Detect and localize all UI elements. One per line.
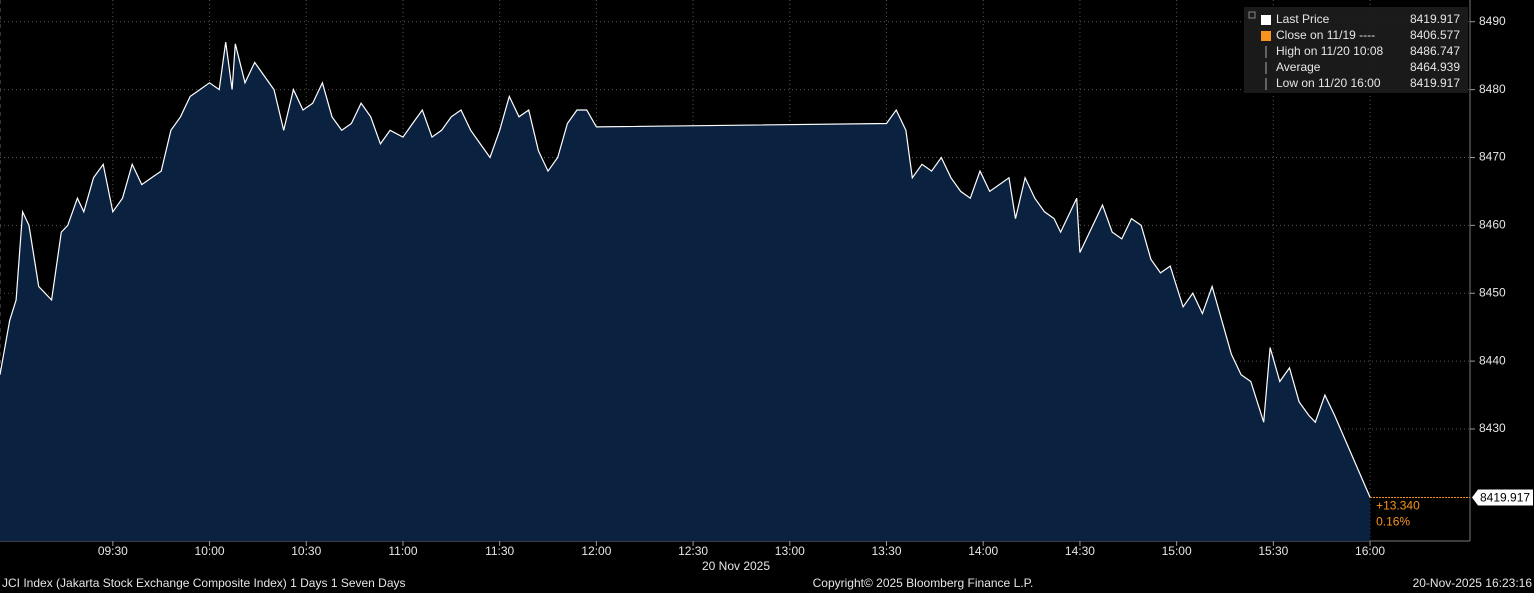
legend-swatch [1261,31,1271,41]
change-pct-label: 0.16% [1376,515,1410,529]
date-label: 20 Nov 2025 [702,559,770,573]
y-tick-label: 8450 [1479,285,1506,299]
footer-right: 20-Nov-2025 16:23:16 [1413,576,1533,590]
x-tick-label: 11:30 [485,544,514,558]
y-tick-label: 8460 [1479,218,1506,232]
x-tick-label: 10:00 [195,544,225,558]
legend-label: Low on 11/20 16:00 [1276,76,1381,90]
footer-left: JCI Index (Jakarta Stock Exchange Compos… [2,576,406,590]
y-tick-label: 8480 [1479,82,1506,96]
x-tick-label: 16:00 [1355,544,1385,558]
x-tick-label: 14:00 [968,544,998,558]
x-tick-label: 13:30 [871,544,901,558]
last-price-tag [1472,489,1533,506]
legend-value: 8486.747 [1410,44,1460,58]
y-tick-label: 8440 [1479,353,1506,367]
legend-value: 8464.939 [1410,60,1460,74]
price-line [0,42,1371,498]
footer-center: Copyright© 2025 Bloomberg Finance L.P. [813,576,1034,590]
last-price-label: 8419.917 [1480,491,1530,505]
legend-collapse[interactable] [1248,11,1256,19]
x-tick-label: 10:30 [291,544,321,558]
legend-value: 8419.917 [1410,12,1460,26]
x-tick-label: 11:00 [388,544,417,558]
y-tick-label: 8470 [1479,150,1506,164]
x-tick-label: 09:30 [98,544,128,558]
x-tick-label: 12:30 [678,544,708,558]
area [0,42,1371,541]
legend-label: Last Price [1276,12,1330,26]
legend-value: 8406.577 [1410,28,1460,42]
change-label: +13.340 [1376,499,1420,513]
x-tick-label: 14:30 [1065,544,1095,558]
x-tick-label: 13:00 [775,544,805,558]
legend-label: High on 11/20 10:08 [1276,44,1384,58]
x-tick-label: 15:30 [1258,544,1288,558]
y-tick-label: 8490 [1479,14,1506,28]
legend-box [1244,7,1468,93]
legend-value: 8419.917 [1410,76,1460,90]
y-tick-label: 8430 [1479,421,1506,435]
legend-label: Close on 11/19 ---- [1276,28,1375,42]
x-tick-label: 12:00 [581,544,611,558]
x-tick-label: 15:00 [1162,544,1192,558]
legend-label: Average [1276,60,1321,74]
legend-swatch [1261,15,1271,25]
